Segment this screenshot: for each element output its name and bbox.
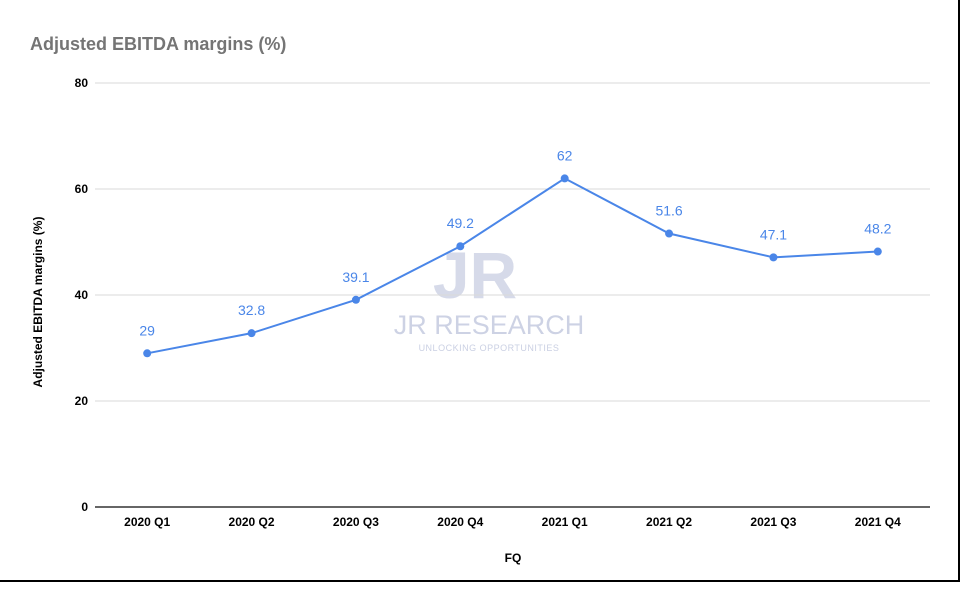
- x-axis-ticks: 2020 Q1 2020 Q2 2020 Q3 2020 Q4 2021 Q1 2021 …: [124, 515, 901, 529]
- x-tick-label: 2021 Q2: [646, 515, 692, 529]
- data-label: 51.6: [655, 203, 682, 219]
- data-point: [143, 349, 152, 358]
- data-point: [351, 295, 360, 304]
- bottom-strip: [0, 583, 961, 597]
- series-line: [146, 177, 878, 355]
- chart-title: Adjusted EBITDA margins (%): [30, 34, 287, 54]
- data-label: 32.8: [238, 302, 265, 318]
- data-label: 29: [139, 322, 155, 338]
- x-tick-label: 2020 Q3: [333, 515, 379, 529]
- x-tick-label: 2021 Q3: [750, 515, 796, 529]
- data-label: 39.1: [342, 269, 369, 285]
- x-tick-label: 2021 Q4: [855, 515, 901, 529]
- watermark-logo: JR: [433, 238, 517, 312]
- data-point: [247, 329, 256, 338]
- watermark-tagline: UNLOCKING OPPORTUNITIES: [419, 343, 560, 353]
- data-point: [769, 253, 778, 262]
- x-tick-label: 2020 Q1: [124, 515, 170, 529]
- data-label: 47.1: [760, 226, 787, 242]
- data-label: 48.2: [864, 221, 891, 237]
- y-tick-label: 80: [75, 76, 89, 90]
- x-axis-title: FQ: [505, 551, 522, 565]
- data-point: [873, 247, 882, 256]
- x-tick-label: 2020 Q2: [229, 515, 275, 529]
- data-labels: 29 32.8 39.1 49.2 62 51.6 47.1 48.2: [139, 147, 891, 338]
- data-point: [560, 174, 569, 183]
- y-axis-ticks: 0 20 40 60 80: [75, 76, 89, 514]
- data-point: [456, 242, 465, 251]
- chart-frame: [0, 0, 960, 582]
- data-points: [143, 174, 882, 358]
- x-tick-label: 2021 Q1: [542, 515, 588, 529]
- y-tick-label: 60: [75, 182, 89, 196]
- y-axis-title: Adjusted EBITDA margins (%): [31, 217, 45, 388]
- y-tick-label: 0: [81, 500, 88, 514]
- data-label: 62: [557, 147, 573, 163]
- data-point: [665, 229, 674, 238]
- y-tick-label: 40: [75, 288, 89, 302]
- y-tick-label: 20: [75, 394, 89, 408]
- watermark: JR JR RESEARCH UNLOCKING OPPORTUNITIES: [394, 238, 585, 353]
- gridlines: [95, 82, 930, 508]
- x-tick-label: 2020 Q4: [437, 515, 483, 529]
- watermark-name: JR RESEARCH: [394, 310, 585, 340]
- data-label: 49.2: [447, 215, 474, 231]
